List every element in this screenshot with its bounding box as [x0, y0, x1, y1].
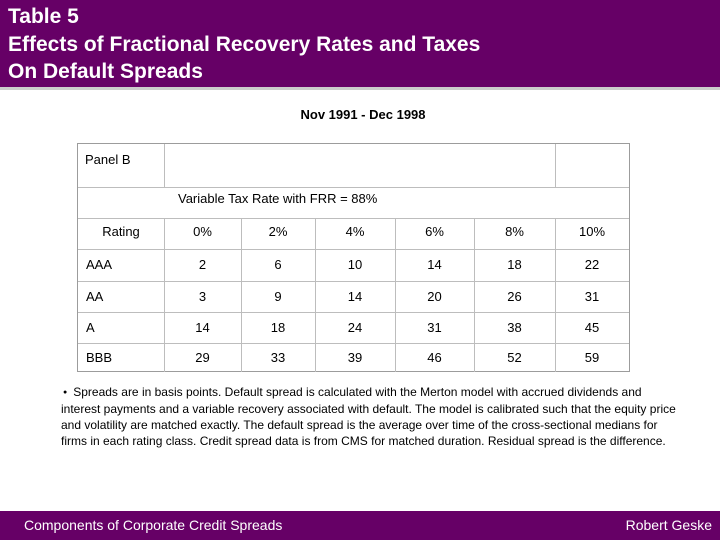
grid-line [474, 218, 475, 372]
table-cell: 18 [507, 257, 522, 272]
title-bar: Table 5 Effects of Fractional Recovery R… [0, 0, 720, 90]
grid-line [78, 281, 629, 282]
grid-line [164, 144, 165, 187]
table-cell: 6 [274, 257, 282, 272]
table-cell: 24 [347, 320, 363, 335]
table-cell: 2 [198, 257, 207, 272]
footer-author: Robert Geske [625, 517, 712, 533]
table-cell: 33 [270, 350, 286, 365]
grid-line [78, 187, 629, 188]
tax-rate-label: Variable Tax Rate with FRR = 88% [178, 191, 378, 206]
table-cell: 22 [584, 257, 600, 272]
title-line-1: Table 5 [8, 5, 79, 28]
table-cell: 31 [584, 289, 600, 304]
grid-line [241, 218, 242, 372]
grid-line [315, 218, 316, 372]
column-header: 4% [345, 224, 365, 239]
grid-line [555, 218, 556, 372]
footer-title: Components of Corporate Credit Spreads [24, 517, 283, 533]
rating-header: Rating [102, 224, 140, 239]
panel-label: Panel B [85, 152, 131, 167]
title-line-3: On Default Spreads [8, 60, 203, 83]
table-cell: 31 [427, 320, 442, 335]
table-cell: 18 [270, 320, 286, 335]
column-header: 0% [193, 224, 212, 239]
table-cell: 20 [427, 289, 442, 304]
column-header: 2% [268, 224, 288, 239]
table-cell: 29 [195, 350, 210, 365]
grid-line [78, 249, 629, 250]
bullet-icon: ● [63, 388, 68, 396]
grid-line [555, 144, 556, 187]
column-header: 10% [578, 224, 606, 239]
column-header: 8% [505, 224, 524, 239]
column-header: 6% [425, 224, 444, 239]
grid-line [395, 218, 396, 372]
footer-bar: Components of Corporate Credit Spreads R… [0, 511, 720, 540]
table-cell: 59 [584, 350, 600, 365]
rating-label: AAA [86, 257, 113, 272]
table-cell: 38 [507, 320, 522, 335]
grid-line [78, 343, 629, 344]
title-line-2: Effects of Fractional Recovery Rates and… [8, 33, 481, 56]
table-cell: 9 [274, 289, 282, 304]
table-cell: 46 [427, 350, 442, 365]
footnote: ● Spreads are in basis points. Default sp… [61, 384, 681, 449]
rating-label: BBB [86, 350, 113, 365]
table-cell: 26 [507, 289, 522, 304]
table-cell: 39 [347, 350, 363, 365]
table-cell: 45 [584, 320, 600, 335]
spread-table: Panel B Variable Tax Rate with FRR = 88%… [77, 143, 630, 372]
table-cell: 14 [195, 320, 210, 335]
table-cell: 52 [507, 350, 522, 365]
period-label: Nov 1991 - Dec 1998 [300, 107, 426, 122]
table-cell: 14 [347, 289, 363, 304]
grid-line [78, 218, 629, 219]
rating-label: A [86, 320, 95, 335]
grid-line [164, 218, 165, 372]
table-cell: 10 [347, 257, 363, 272]
rating-label: AA [86, 289, 104, 304]
footnote-text: Spreads are in basis points. Default spr… [61, 385, 676, 448]
grid-line [78, 312, 629, 313]
table-cell: 14 [427, 257, 442, 272]
table-cell: 3 [198, 289, 207, 304]
